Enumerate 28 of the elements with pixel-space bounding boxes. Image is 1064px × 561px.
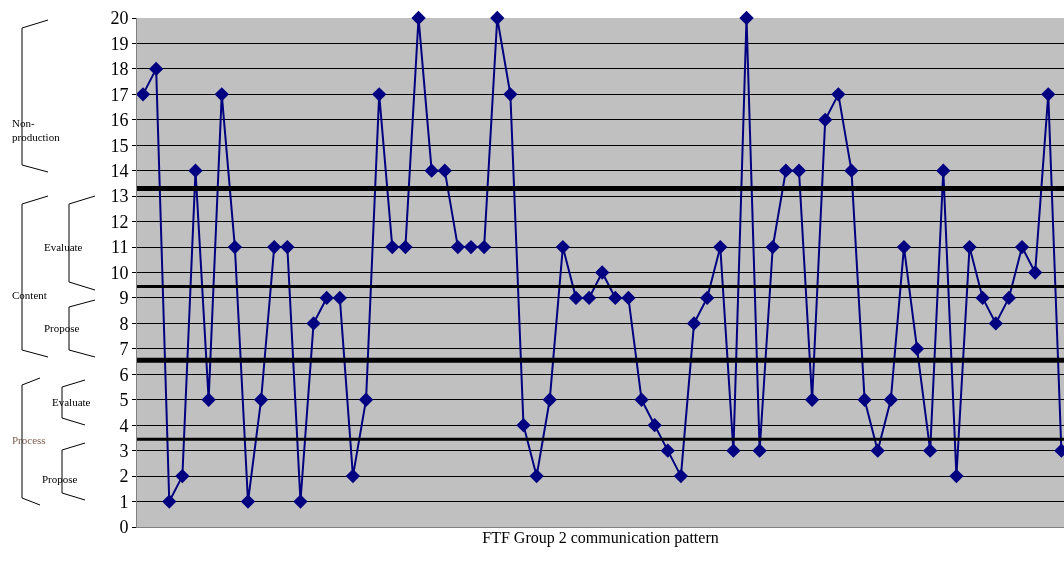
y-tick-label: 5 [119,390,129,411]
y-tick-label: 8 [119,313,129,334]
y-tick-label: 19 [110,33,129,54]
text: Non-production [12,117,61,144]
x-axis-title: FTF Group 2 communication pattern [482,528,719,547]
y-tick-label: 20 [110,8,129,29]
y-tick-label: 6 [119,364,129,385]
y-tick-label: 15 [110,135,129,156]
y-tick-label: 9 [119,288,129,309]
y-tick-label: 7 [119,339,129,360]
y-tick-label: 2 [119,466,129,487]
y-tick-label: 1 [119,491,129,512]
y-tick-label: 4 [119,415,129,436]
text: Propose [42,473,78,485]
y-tick-label: 18 [110,59,129,80]
y-tick-label: 13 [110,186,129,207]
text: Evaluate [52,396,91,408]
y-tick-label: 14 [110,161,129,181]
y-tick-label: 11 [111,237,129,258]
y-tick-label: 0 [119,517,129,538]
y-tick-label: 3 [119,440,129,461]
y-tick-label: 16 [110,110,129,131]
y-tick-label: 10 [110,262,129,283]
y-tick-label: 17 [110,84,129,105]
text: Evaluate [44,241,83,253]
y-tick-label: 12 [110,211,129,232]
text: Content [12,289,47,301]
text: Propose [44,322,80,334]
